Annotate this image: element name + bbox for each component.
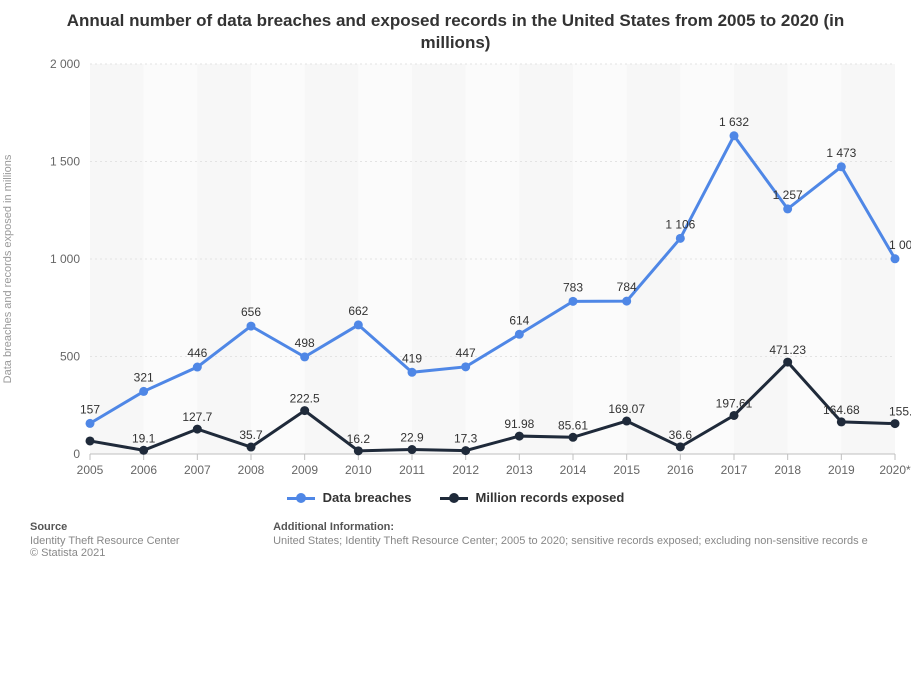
svg-text:2013: 2013 xyxy=(506,463,533,477)
svg-text:157: 157 xyxy=(80,403,100,417)
svg-text:35.7: 35.7 xyxy=(239,428,263,442)
svg-text:164.68: 164.68 xyxy=(823,403,860,417)
svg-text:17.3: 17.3 xyxy=(454,432,478,446)
svg-text:36.6: 36.6 xyxy=(669,428,693,442)
chart-title: Annual number of data breaches and expos… xyxy=(0,0,911,54)
svg-text:2009: 2009 xyxy=(291,463,318,477)
svg-text:85.61: 85.61 xyxy=(558,418,588,432)
svg-text:1 001: 1 001 xyxy=(889,238,911,252)
chart-footer: Source Identity Theft Resource Center © … xyxy=(0,507,911,559)
footer-source-line: © Statista 2021 xyxy=(30,547,270,559)
svg-text:16.2: 16.2 xyxy=(347,432,371,446)
svg-text:169.07: 169.07 xyxy=(608,402,645,416)
svg-text:2012: 2012 xyxy=(452,463,479,477)
svg-text:222.5: 222.5 xyxy=(290,392,320,406)
svg-text:91.98: 91.98 xyxy=(504,417,534,431)
legend-item: Data breaches xyxy=(287,490,412,505)
svg-text:2018: 2018 xyxy=(774,463,801,477)
footer-source-line: Identity Theft Resource Center xyxy=(30,535,270,547)
svg-text:0: 0 xyxy=(73,447,80,461)
svg-text:656: 656 xyxy=(241,305,261,319)
chart-legend: Data breaches Million records exposed xyxy=(0,484,911,507)
footer-additional: Additional Information: United States; I… xyxy=(273,521,868,547)
svg-text:1 257: 1 257 xyxy=(773,188,803,202)
svg-text:1 106: 1 106 xyxy=(665,218,695,232)
svg-text:2006: 2006 xyxy=(130,463,157,477)
svg-text:2008: 2008 xyxy=(238,463,265,477)
svg-text:419: 419 xyxy=(402,351,422,365)
chart-container: Data breaches and records exposed in mil… xyxy=(0,54,911,484)
svg-text:784: 784 xyxy=(617,280,637,294)
svg-text:446: 446 xyxy=(187,346,207,360)
svg-text:1 473: 1 473 xyxy=(826,146,856,160)
svg-text:2019: 2019 xyxy=(828,463,855,477)
legend-item: Million records exposed xyxy=(440,490,625,505)
svg-text:2011: 2011 xyxy=(399,463,425,477)
svg-text:471.23: 471.23 xyxy=(769,343,806,357)
svg-text:2 000: 2 000 xyxy=(50,57,80,71)
svg-text:662: 662 xyxy=(348,304,368,318)
footer-additional-text: United States; Identity Theft Resource C… xyxy=(273,535,868,547)
svg-text:1 000: 1 000 xyxy=(50,252,80,266)
svg-text:2014: 2014 xyxy=(560,463,587,477)
svg-text:22.9: 22.9 xyxy=(400,431,424,445)
line-chart: 0 500 1 000 1 500 2 000 2005 2006 2007 2008 2009 2… xyxy=(0,54,911,484)
svg-text:321: 321 xyxy=(134,371,154,385)
svg-text:2015: 2015 xyxy=(613,463,640,477)
svg-text:614: 614 xyxy=(509,313,529,327)
footer-source: Source Identity Theft Resource Center © … xyxy=(30,521,270,559)
svg-text:2005: 2005 xyxy=(77,463,104,477)
footer-source-heading: Source xyxy=(30,521,270,533)
footer-additional-heading: Additional Information: xyxy=(273,521,868,533)
svg-text:2016: 2016 xyxy=(667,463,694,477)
svg-text:2020*: 2020* xyxy=(879,463,911,477)
svg-text:197.61: 197.61 xyxy=(716,397,753,411)
svg-text:155.8: 155.8 xyxy=(889,405,911,419)
svg-text:2007: 2007 xyxy=(184,463,211,477)
svg-text:447: 447 xyxy=(456,346,476,360)
svg-text:127.7: 127.7 xyxy=(182,410,212,424)
y-axis-label: Data breaches and records exposed in mil… xyxy=(2,155,14,384)
svg-text:19.1: 19.1 xyxy=(132,431,156,445)
svg-text:1 500: 1 500 xyxy=(50,155,80,169)
svg-text:783: 783 xyxy=(563,281,583,295)
svg-text:2010: 2010 xyxy=(345,463,372,477)
svg-text:2017: 2017 xyxy=(721,463,748,477)
svg-text:498: 498 xyxy=(295,336,315,350)
svg-text:500: 500 xyxy=(60,350,80,364)
svg-text:1 632: 1 632 xyxy=(719,115,749,129)
